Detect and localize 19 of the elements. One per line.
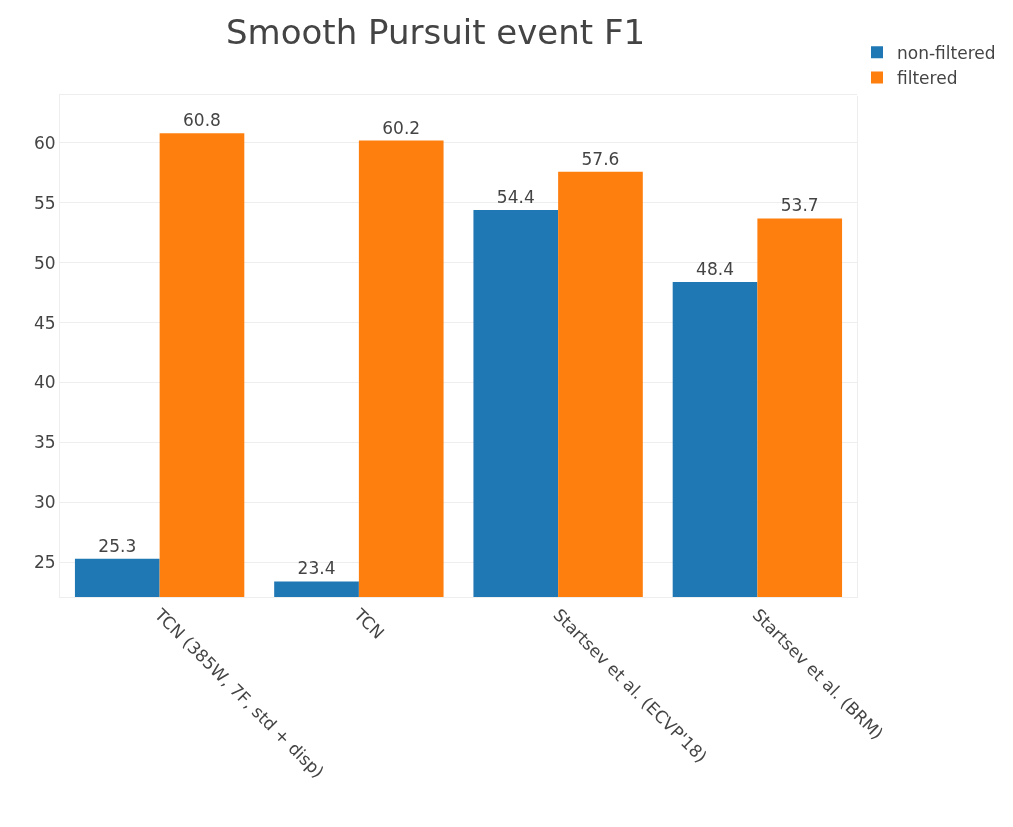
data-label: 60.2 <box>382 117 421 138</box>
data-label: 53.7 <box>780 195 819 216</box>
data-label: 60.8 <box>183 110 221 131</box>
y-tick-label: 25 <box>33 552 56 573</box>
data-label: 48.4 <box>696 258 734 279</box>
y-tick-label: 40 <box>33 372 56 393</box>
y-tick-label: 45 <box>33 312 56 333</box>
y-tick-label: 35 <box>33 432 56 453</box>
chart-title: Smooth Pursuit event F1 <box>226 12 646 53</box>
data-label: 54.4 <box>496 187 535 208</box>
y-tick-label: 55 <box>33 192 56 213</box>
data-label: 25.3 <box>98 535 137 556</box>
y-tick-label: 30 <box>33 492 56 513</box>
legend-label: filtered <box>897 68 958 89</box>
y-tick-label: 50 <box>33 252 56 273</box>
data-label: 57.6 <box>581 148 620 169</box>
data-label: 23.4 <box>297 558 336 579</box>
y-tick-label: 60 <box>33 132 56 153</box>
legend-label: non-filtered <box>897 42 996 63</box>
